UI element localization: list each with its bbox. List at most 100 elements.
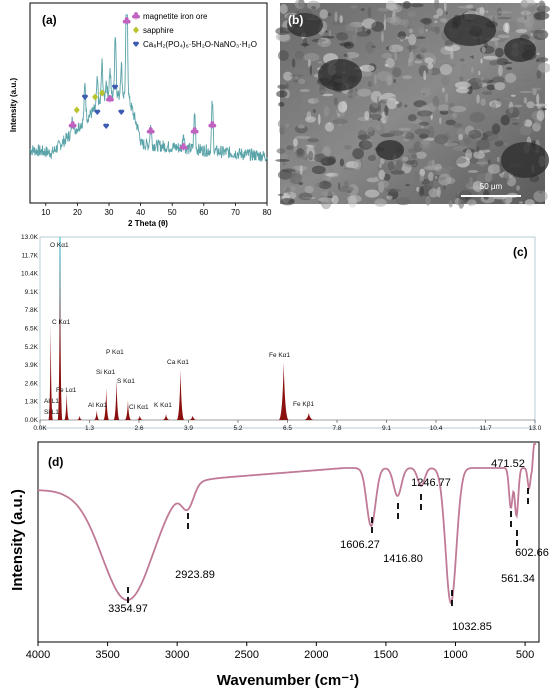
eds-peak-label: P Kα1 [106, 349, 124, 356]
ftir-peak-label: 1246.77 [411, 477, 451, 489]
eds-y-tick-label: 5.2K [25, 344, 39, 351]
ftir-peak-label: 3354.97 [108, 603, 148, 615]
eds-y-tick-label: 1.3K [25, 399, 39, 406]
eds-peak-labels: C Kα1 O Kα1 Fe Lα1 Al Kα1 Si Kα1 P Kα1 S Kα1 Cl… [44, 242, 314, 416]
eds-peak [278, 362, 289, 420]
xrd-x-tick-label: 80 [263, 208, 272, 217]
eds-peak [303, 412, 315, 420]
sem-scale-text: 50 µm [480, 182, 503, 191]
xrd-legend-label: Ca₈H₂(PO₄)₆·5H₂O-NaNO₃·H₂O [143, 40, 257, 49]
eds-x-tick-label: 11.7 [479, 425, 492, 432]
eds-panel: (c) 0.0K 1.3K 2.6K 3.9K 5.2K 6.5K 7.8K 9.1K 10.4… [21, 234, 542, 432]
eds-peak-label: Fe Kβ1 [293, 401, 314, 408]
xrd-marker-club [122, 17, 131, 25]
xrd-marker-club [106, 95, 114, 103]
ftir-peak-label: 1032.85 [452, 621, 492, 633]
eds-peak-label: Fe Kα1 [269, 352, 290, 359]
xrd-x-tick-label: 40 [136, 208, 145, 217]
xrd-marker-diamond [99, 89, 106, 97]
eds-peak-label: Al Kα1 [88, 402, 108, 409]
xrd-legend-symbol-heart [132, 41, 140, 47]
eds-x-tick-label: 2.6 [134, 425, 143, 432]
eds-extra-label: Si L1 [44, 409, 59, 416]
eds-y-tick-label: 9.1K [25, 289, 39, 296]
eds-peak [48, 324, 53, 420]
xrd-x-tick-label: 30 [105, 208, 114, 217]
eds-x-tick-label: 5.2 [233, 425, 242, 432]
xrd-legend: magnetite iron ore sapphire Ca₈H₂(PO₄)₆·5H… [132, 12, 257, 49]
ftir-x-tick-label: 3000 [165, 649, 189, 661]
xrd-plot-frame [29, 2, 268, 204]
ftir-x-axis-label: Wavenumber (cm⁻¹) [217, 672, 359, 689]
xrd-legend-label: magnetite iron ore [143, 12, 208, 21]
eds-peak-label: K Kα1 [154, 402, 172, 409]
ftir-x-tick-label: 500 [516, 649, 534, 661]
xrd-x-tick-label: 60 [199, 208, 208, 217]
eds-panel-label: (c) [513, 245, 528, 259]
xrd-marker-club [190, 127, 199, 135]
eds-y-tick-label: 6.5K [25, 326, 39, 333]
eds-y-tick-label: 11.7K [21, 252, 38, 259]
ftir-x-tick-label: 2500 [235, 649, 259, 661]
ftir-panel-label: (d) [48, 455, 63, 469]
eds-x-tick-label: 6.5 [283, 425, 292, 432]
ftir-x-ticks: 4000 3500 3000 2500 2000 1500 1000 500 [26, 642, 534, 661]
ftir-x-tick-label: 4000 [26, 649, 50, 661]
eds-peak [176, 369, 185, 420]
eds-x-tick-label: 13.0 [529, 425, 542, 432]
eds-extra-label: Al L1 [44, 398, 59, 405]
sem-panel-label: (b) [288, 13, 303, 27]
eds-spectrum [48, 237, 315, 420]
xrd-legend-symbol-club [132, 12, 140, 20]
eds-x-tick-label: 3.9 [184, 425, 193, 432]
eds-y-tick-label: 7.8K [25, 307, 39, 314]
eds-peak [57, 237, 63, 420]
ftir-peak-label: 561.34 [501, 573, 535, 585]
xrd-y-axis-label: Intensity (a.u.) [9, 78, 18, 133]
eds-y-tick-label: 13.0K [21, 234, 39, 241]
xrd-panel: (a) 10 20 30 40 50 60 70 80 magnetite iron ore s… [9, 2, 272, 228]
ftir-x-tick-label: 2000 [304, 649, 328, 661]
xrd-peak-markers [68, 17, 217, 151]
eds-peak-label: Fe Lα1 [56, 387, 77, 394]
xrd-marker-club [208, 121, 217, 129]
xrd-curve-group [29, 14, 268, 162]
sem-panel: (b) 50 µm [275, 0, 550, 210]
eds-peak [136, 415, 144, 420]
eds-x-tick-label: 10.4 [430, 425, 443, 432]
ftir-series-line [37, 443, 537, 604]
eds-peak [113, 379, 120, 420]
eds-peak-label: Cl Kα1 [129, 404, 149, 411]
eds-x-tick-label: 9.1 [382, 425, 391, 432]
xrd-marker-diamond [73, 106, 80, 114]
eds-y-tick-label: 2.6K [25, 380, 39, 387]
eds-x-tick-label: 7.8 [332, 425, 341, 432]
xrd-panel-label: (a) [42, 13, 57, 27]
eds-peak-label: O Kα1 [50, 242, 69, 249]
eds-peak [162, 414, 170, 420]
ftir-x-tick-label: 1000 [443, 649, 467, 661]
ftir-x-tick-label: 3500 [95, 649, 119, 661]
xrd-marker-heart [81, 94, 88, 100]
xrd-x-tick-label: 70 [231, 208, 240, 217]
xrd-marker-club [146, 127, 155, 135]
eds-x-tick-label: 1.3 [85, 425, 94, 432]
ftir-peak-label: 2923.89 [175, 569, 215, 581]
ftir-panel: (d) 4000 3500 3000 2500 2000 1500 1000 500 3354… [9, 441, 549, 689]
ftir-curve-group [37, 443, 537, 604]
xrd-x-tick-label: 10 [41, 208, 50, 217]
xrd-marker-heart [103, 123, 110, 129]
xrd-x-tick-label: 20 [73, 208, 82, 217]
xrd-marker-heart [118, 109, 125, 115]
eds-peak [64, 391, 70, 420]
eds-peak [124, 400, 132, 420]
xrd-legend-symbol-diamond [133, 26, 139, 34]
ftir-peak-label: 602.66 [515, 547, 549, 559]
xrd-x-axis-label: 2 Theta (θ) [128, 219, 168, 228]
eds-peak [76, 415, 83, 420]
ftir-y-axis-label: Intensity (a.u.) [9, 489, 26, 591]
xrd-marker-heart [94, 109, 101, 115]
eds-peak [93, 410, 100, 420]
